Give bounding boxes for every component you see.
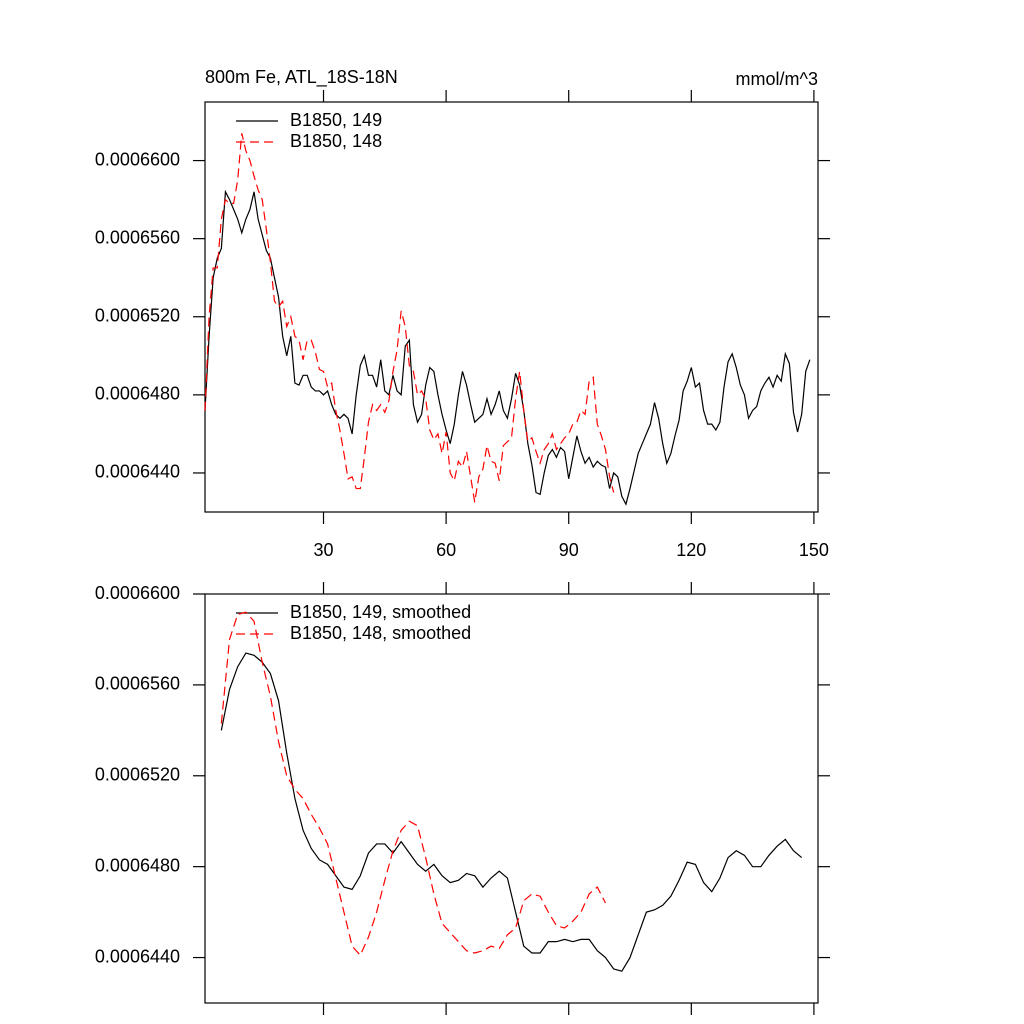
plot-frame <box>204 101 819 513</box>
series-line <box>220 611 607 957</box>
legend-label: B1850, 149 <box>290 110 382 130</box>
y-tick-label: 0.0006440 <box>95 462 180 482</box>
y-tick-label: 0.0006600 <box>95 149 180 169</box>
x-tick-label: 60 <box>436 540 456 560</box>
series-line <box>204 189 811 506</box>
chart-title: 800m Fe, ATL_18S-18N <box>205 67 398 88</box>
y-tick-label: 0.0006520 <box>95 306 180 326</box>
legend-label: B1850, 148 <box>290 131 382 151</box>
y-tick-label: 0.0006480 <box>95 384 180 404</box>
x-tick-label: 90 <box>559 540 579 560</box>
y-tick-label: 0.0006560 <box>95 227 180 247</box>
x-tick-label: 150 <box>799 540 829 560</box>
x-tick-label: 120 <box>676 540 706 560</box>
y-tick-label: 0.0006440 <box>95 946 180 966</box>
y-tick-label: 0.0006480 <box>95 855 180 875</box>
series-line <box>220 652 803 972</box>
legend-label: B1850, 148, smoothed <box>290 623 471 643</box>
y-tick-label: 0.0006600 <box>95 583 180 603</box>
series-line <box>204 133 615 503</box>
x-tick-label: 30 <box>313 540 333 560</box>
y-tick-label: 0.0006520 <box>95 765 180 785</box>
legend-label: B1850, 149, smoothed <box>290 602 471 622</box>
plot-frame <box>204 593 819 1004</box>
y-tick-label: 0.0006560 <box>95 674 180 694</box>
units-label: mmol/m^3 <box>736 69 818 89</box>
